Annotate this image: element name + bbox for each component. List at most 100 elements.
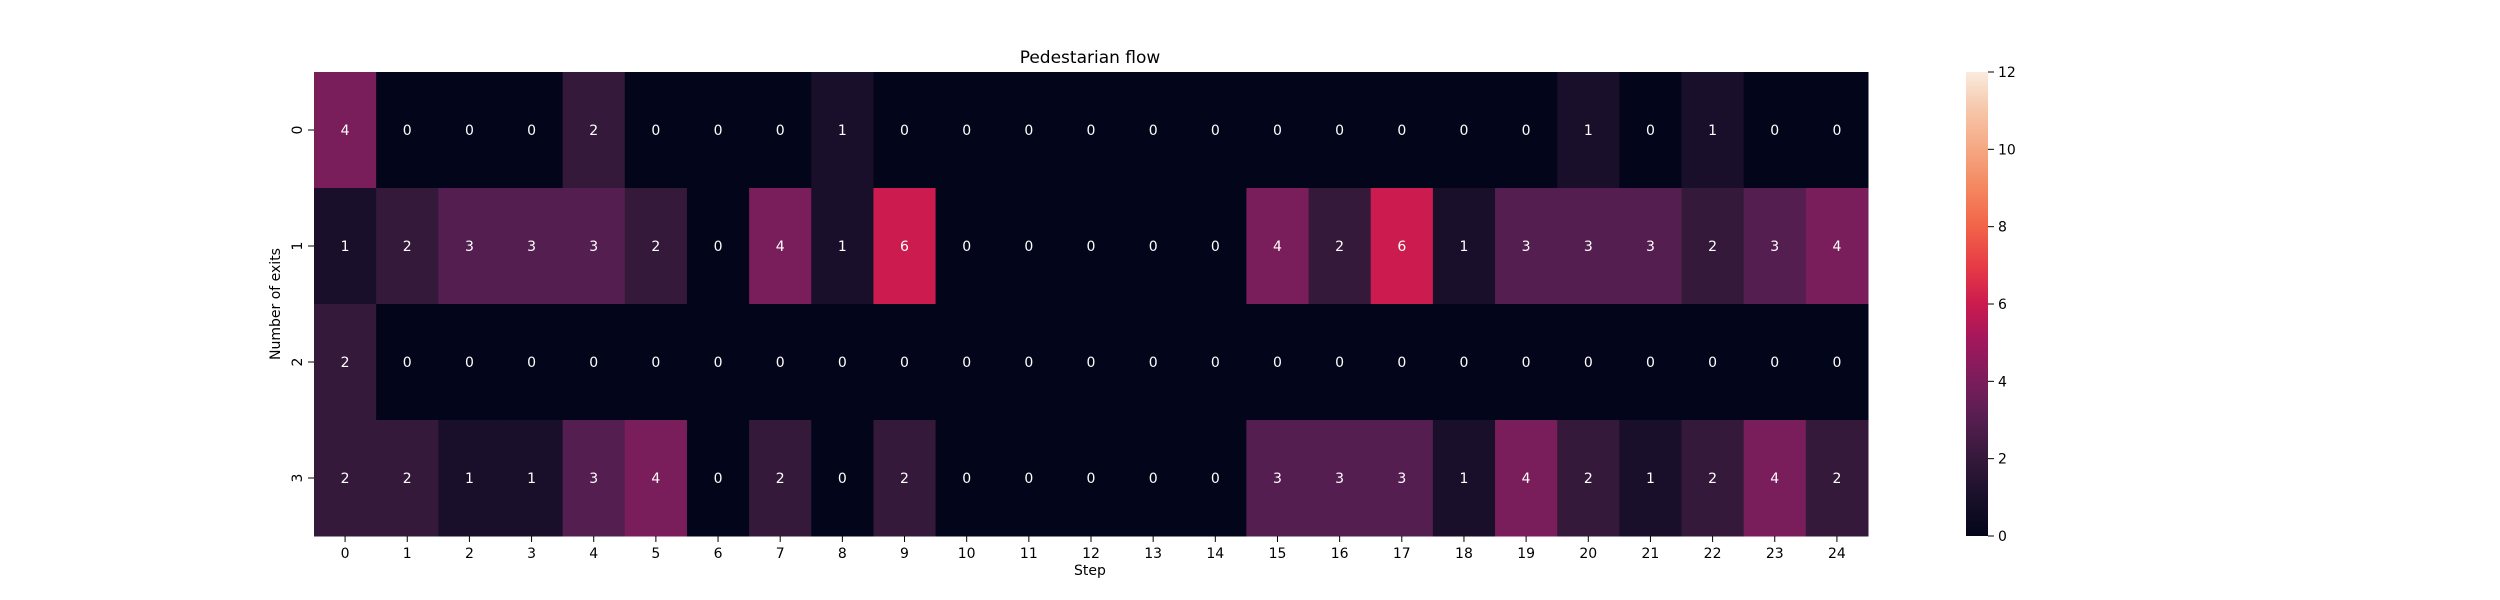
x-tick-label: 11	[1020, 546, 1038, 562]
heatmap-cell	[1619, 72, 1683, 189]
x-tick-label: 5	[651, 546, 660, 562]
cell-value-label: 0	[403, 123, 412, 139]
heatmap-cell	[997, 188, 1061, 305]
cell-value-label: 0	[1087, 355, 1096, 371]
x-tick-label: 13	[1144, 546, 1162, 562]
heatmap-cell	[997, 72, 1061, 189]
heatmap-cells	[314, 72, 1869, 537]
heatmap-cell	[749, 72, 812, 189]
x-tick-label: 1	[403, 546, 412, 562]
heatmap-cell	[1681, 188, 1745, 305]
cell-value-label: 0	[838, 355, 847, 371]
heatmap-cell	[1246, 304, 1310, 421]
cell-value-label: 0	[527, 123, 536, 139]
heatmap-cell	[1122, 188, 1185, 305]
heatmap-cell	[1246, 188, 1310, 305]
x-tick-label: 0	[341, 546, 350, 562]
heatmap-cell	[686, 420, 750, 537]
heatmap-cell	[562, 72, 626, 189]
cell-value-label: 4	[1770, 471, 1779, 487]
cell-value-label: 0	[1149, 239, 1158, 255]
x-tick-label: 20	[1579, 546, 1597, 562]
cell-value-label: 0	[651, 355, 660, 371]
cell-value-label: 1	[527, 471, 536, 487]
heatmap-cell	[1059, 72, 1123, 189]
cell-value-label: 0	[714, 355, 723, 371]
heatmap-cell	[1370, 420, 1434, 537]
cell-value-label: 0	[1211, 239, 1220, 255]
heatmap-cell	[1184, 188, 1247, 305]
heatmap-cell	[438, 420, 501, 537]
cell-value-label: 3	[1335, 471, 1344, 487]
heatmap-cell	[314, 72, 377, 189]
y-axis-label: Number of exits	[268, 248, 284, 360]
cell-value-label: 2	[1708, 239, 1717, 255]
heatmap-cell	[376, 188, 439, 305]
cell-value-label: 0	[714, 123, 723, 139]
cell-value-label: 0	[962, 239, 971, 255]
cell-value-label: 3	[1522, 239, 1531, 255]
heatmap-cell	[1059, 188, 1123, 305]
cell-value-label: 2	[1335, 239, 1344, 255]
heatmap-cell	[376, 304, 439, 421]
heatmap-cell	[624, 72, 688, 189]
cell-value-label: 1	[1708, 123, 1717, 139]
cell-value-label: 3	[527, 239, 536, 255]
cell-value-label: 0	[1273, 123, 1282, 139]
heatmap-cell	[1681, 304, 1745, 421]
cell-value-label: 0	[1770, 123, 1779, 139]
cell-value-label: 2	[403, 471, 412, 487]
colorbar-tick-label: 2	[1998, 452, 2007, 468]
heatmap-cell	[1370, 72, 1434, 189]
cell-value-label: 0	[714, 239, 723, 255]
heatmap-cell	[1308, 72, 1372, 189]
cell-value-label: 0	[776, 123, 785, 139]
heatmap-cell	[997, 420, 1061, 537]
cell-value-label: 3	[1584, 239, 1593, 255]
heatmap-cell	[873, 304, 937, 421]
x-tick-label: 22	[1704, 546, 1722, 562]
cell-value-label: 3	[589, 239, 598, 255]
x-tick-label: 18	[1455, 546, 1473, 562]
cell-value-label: 0	[1211, 471, 1220, 487]
heatmap-cell	[314, 304, 377, 421]
heatmap-cell	[1308, 304, 1372, 421]
x-tick-label: 9	[900, 546, 909, 562]
cell-labels: 4 0 0 0 2 0 0 0 1 0 0 0 0 0 0 0 0 0 0 0 1 0 1 0 0 1 2 3 3 3 2 0 4 1 6 0 0 0 0 0…	[341, 123, 1842, 487]
heatmap-cell	[1059, 304, 1123, 421]
heatmap-cell	[1495, 420, 1558, 537]
heatmap-cell	[1557, 304, 1620, 421]
cell-value-label: 3	[465, 239, 474, 255]
cell-value-label: 1	[1459, 239, 1468, 255]
heatmap-cell	[1122, 304, 1185, 421]
colorbar-tick-label: 8	[1998, 220, 2007, 236]
heatmap-cell	[1184, 420, 1247, 537]
heatmap-cell	[935, 72, 999, 189]
heatmap-cell	[1681, 420, 1745, 537]
y-tick-label: 0	[290, 126, 306, 135]
heatmap-cell	[1805, 72, 1869, 189]
heatmap-cell	[935, 188, 999, 305]
cell-value-label: 4	[1832, 239, 1841, 255]
heatmap-cell	[1805, 420, 1869, 537]
cell-value-label: 2	[341, 355, 350, 371]
heatmap-cell	[438, 72, 501, 189]
cell-value-label: 2	[403, 239, 412, 255]
colorbar-tick-label: 6	[1998, 297, 2007, 313]
cell-value-label: 0	[1024, 355, 1033, 371]
heatmap-cell	[1681, 72, 1745, 189]
heatmap-cell	[1619, 188, 1683, 305]
x-tick-label: 8	[838, 546, 847, 562]
heatmap-cell	[1743, 304, 1807, 421]
heatmap-cell	[1059, 420, 1123, 537]
heatmap-cell	[749, 420, 812, 537]
cell-value-label: 0	[1397, 355, 1406, 371]
cell-value-label: 0	[962, 355, 971, 371]
cell-value-label: 0	[776, 355, 785, 371]
heatmap-cell	[811, 188, 874, 305]
cell-value-label: 0	[527, 355, 536, 371]
heatmap-cell	[624, 304, 688, 421]
colorbar-tick-label: 12	[1998, 65, 2016, 81]
x-tick-label: 24	[1828, 546, 1846, 562]
chart-title: Pedestarian flow	[1020, 48, 1161, 68]
